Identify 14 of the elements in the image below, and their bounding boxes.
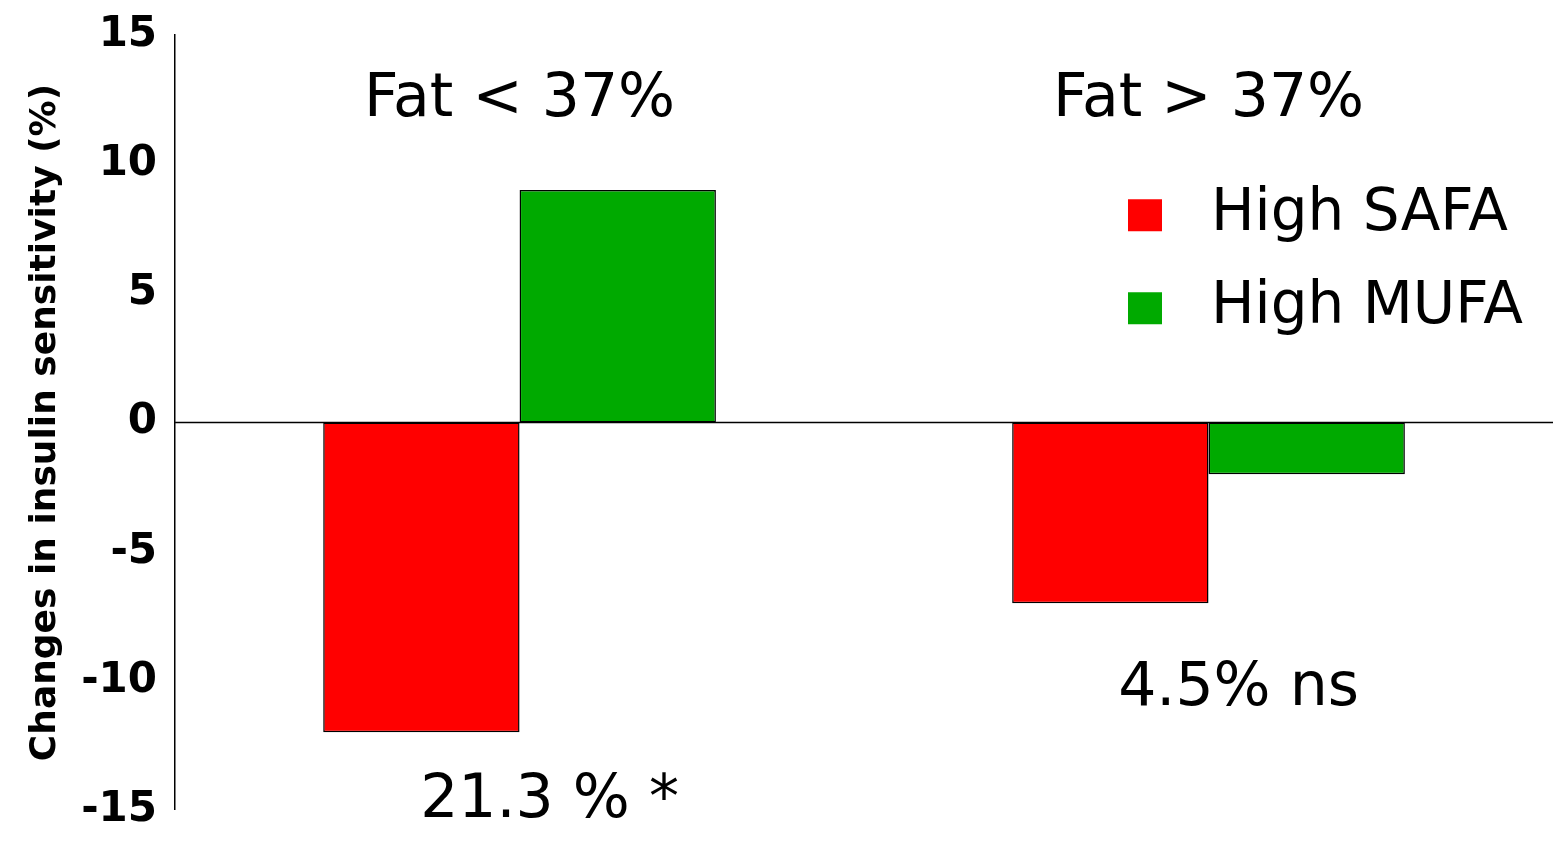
legend-label: High MUFA — [1211, 269, 1524, 338]
y-axis-title: Changes in insulin sensitivity (%) — [21, 83, 63, 762]
x-tick-label: Fat < 37% — [364, 59, 676, 130]
y-tick-label: -15 — [81, 781, 158, 831]
y-tick-label: -5 — [110, 523, 158, 573]
x-tick-label: Fat > 37% — [1052, 59, 1365, 130]
annotation: 4.5% ns — [1118, 649, 1359, 720]
y-tick-label: 15 — [98, 7, 158, 57]
y-tick-label: 0 — [127, 394, 158, 444]
y-tick-label: 5 — [127, 265, 158, 315]
y-tick-label: 10 — [98, 136, 158, 186]
legend-label: High SAFA — [1211, 176, 1509, 245]
annotation: 21.3 % * — [420, 761, 679, 832]
y-tick-label: -10 — [81, 652, 158, 702]
